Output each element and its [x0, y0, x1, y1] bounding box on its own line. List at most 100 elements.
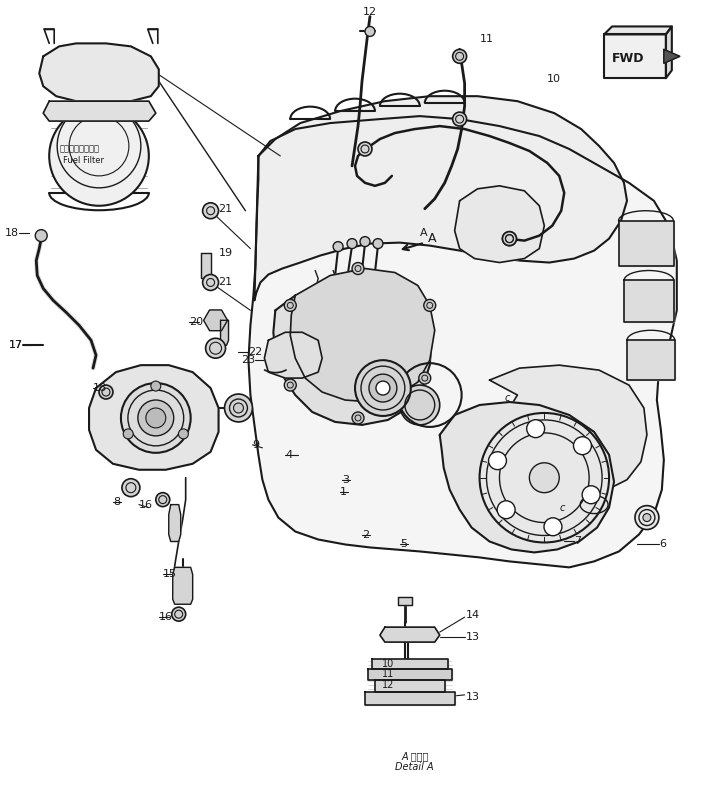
Text: 18: 18: [5, 227, 20, 238]
Text: 13: 13: [465, 692, 480, 702]
Circle shape: [123, 429, 133, 438]
Polygon shape: [666, 27, 672, 78]
Text: 15: 15: [163, 570, 177, 579]
Circle shape: [453, 49, 467, 63]
Circle shape: [146, 408, 166, 428]
Text: 22: 22: [249, 347, 262, 358]
Circle shape: [376, 381, 390, 395]
Circle shape: [358, 142, 372, 156]
Text: 12: 12: [382, 680, 394, 690]
Circle shape: [424, 299, 435, 311]
Polygon shape: [169, 505, 181, 541]
Circle shape: [502, 231, 516, 246]
Circle shape: [284, 379, 297, 391]
Polygon shape: [204, 310, 228, 331]
Circle shape: [419, 372, 430, 384]
Circle shape: [121, 383, 190, 453]
Circle shape: [99, 385, 113, 399]
Circle shape: [203, 203, 219, 218]
Text: FWD: FWD: [612, 52, 645, 65]
Text: 17: 17: [9, 341, 23, 350]
Text: 16: 16: [158, 612, 173, 622]
Text: A: A: [427, 232, 436, 245]
Text: フュエルフィルタ: フュエルフィルタ: [59, 145, 99, 154]
Circle shape: [352, 263, 364, 274]
Circle shape: [333, 242, 343, 252]
Polygon shape: [219, 320, 228, 345]
Circle shape: [544, 518, 562, 536]
Text: c: c: [559, 502, 565, 513]
Polygon shape: [249, 116, 677, 567]
Polygon shape: [273, 286, 432, 425]
Circle shape: [233, 403, 244, 413]
Polygon shape: [604, 35, 666, 78]
Text: 13: 13: [465, 632, 480, 642]
Circle shape: [365, 27, 375, 36]
Circle shape: [400, 385, 440, 425]
Text: 16: 16: [139, 500, 153, 510]
Text: 3: 3: [342, 475, 349, 485]
Circle shape: [635, 506, 659, 530]
Circle shape: [453, 112, 467, 126]
Polygon shape: [454, 186, 545, 263]
Polygon shape: [254, 96, 627, 300]
Text: 21: 21: [219, 204, 233, 214]
Text: 17: 17: [9, 341, 23, 350]
Text: 9: 9: [252, 440, 260, 450]
Polygon shape: [380, 627, 440, 642]
Text: 2: 2: [362, 530, 369, 540]
Circle shape: [347, 239, 357, 248]
Polygon shape: [368, 669, 451, 680]
Polygon shape: [89, 365, 219, 470]
Circle shape: [122, 479, 140, 497]
Polygon shape: [604, 27, 672, 35]
Text: 20: 20: [189, 317, 203, 328]
Circle shape: [35, 230, 47, 242]
Circle shape: [369, 374, 397, 402]
Polygon shape: [398, 597, 411, 605]
Circle shape: [582, 485, 600, 504]
Text: 10: 10: [547, 74, 561, 84]
Polygon shape: [664, 49, 680, 63]
Text: 1: 1: [340, 487, 347, 497]
Text: 8: 8: [113, 497, 120, 506]
Polygon shape: [43, 101, 156, 121]
Polygon shape: [265, 332, 322, 378]
Polygon shape: [375, 680, 445, 692]
Circle shape: [574, 437, 592, 455]
Text: 11: 11: [382, 669, 394, 679]
Text: c: c: [505, 393, 510, 403]
Polygon shape: [619, 221, 674, 265]
Circle shape: [138, 400, 174, 436]
Polygon shape: [489, 365, 647, 493]
Polygon shape: [39, 44, 158, 101]
Text: Detail A: Detail A: [395, 761, 434, 772]
Text: Fuel Filter: Fuel Filter: [63, 156, 104, 165]
Text: 19: 19: [219, 248, 233, 257]
Circle shape: [284, 299, 297, 311]
Circle shape: [643, 514, 651, 522]
Circle shape: [172, 608, 185, 621]
Circle shape: [373, 239, 383, 248]
Circle shape: [352, 412, 364, 424]
Text: A 詳細図: A 詳細図: [401, 752, 428, 761]
Circle shape: [360, 237, 370, 247]
Text: 7: 7: [574, 536, 582, 546]
Polygon shape: [290, 269, 435, 402]
Circle shape: [355, 360, 411, 416]
Text: 5: 5: [400, 540, 407, 549]
Text: A: A: [419, 227, 427, 238]
Text: 12: 12: [363, 6, 377, 16]
Circle shape: [150, 381, 161, 391]
Polygon shape: [173, 567, 193, 604]
Circle shape: [178, 429, 188, 438]
Circle shape: [49, 106, 149, 205]
Circle shape: [225, 394, 252, 422]
Circle shape: [156, 493, 169, 506]
Polygon shape: [627, 341, 675, 380]
Circle shape: [502, 231, 516, 246]
Text: 21: 21: [219, 277, 233, 287]
Text: 10: 10: [382, 659, 394, 669]
Circle shape: [489, 451, 507, 470]
Text: 11: 11: [480, 35, 494, 44]
